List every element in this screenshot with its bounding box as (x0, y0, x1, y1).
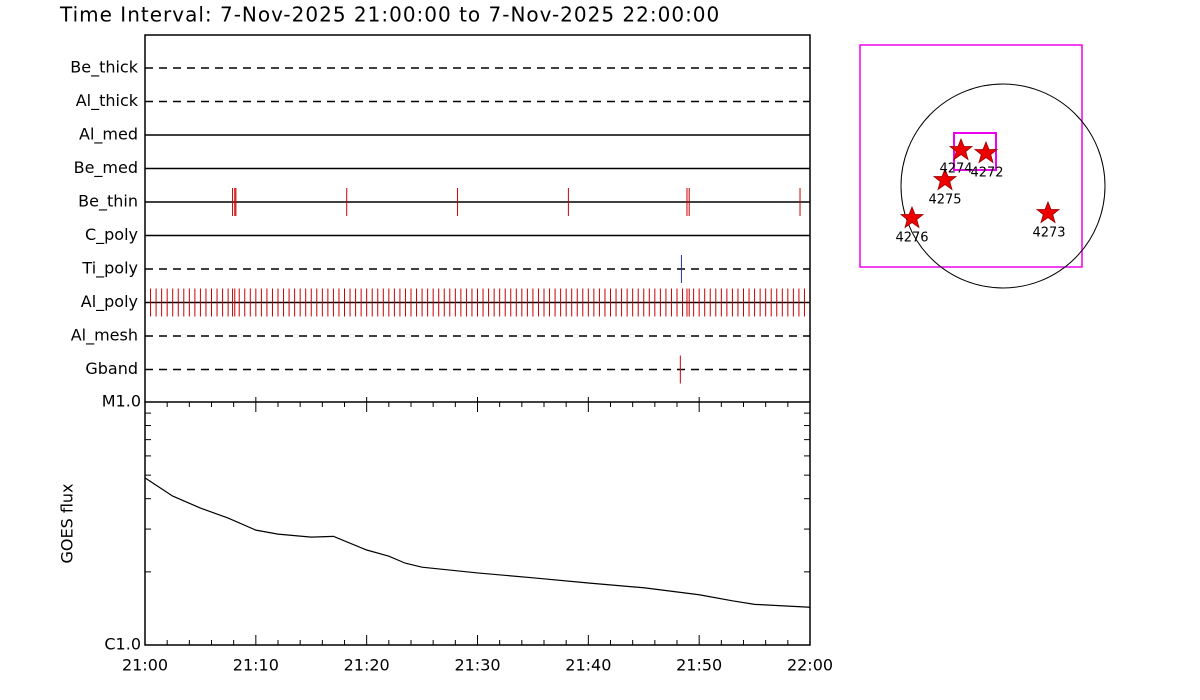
row-label: Be_thin (78, 192, 138, 212)
panel-frame (144, 34, 811, 402)
solar-limb (900, 83, 1106, 289)
field-of-view (859, 44, 1083, 268)
region-label: 4272 (970, 166, 1003, 181)
x-tick-label: 21:20 (344, 656, 390, 675)
x-tick-label: 21:10 (233, 656, 279, 675)
region-marker (974, 141, 998, 163)
row-label: Al_poly (81, 292, 138, 312)
x-tick-label: 22:00 (787, 656, 833, 675)
sun-map: 4274 4272 4275 4276 4273 (859, 44, 1106, 289)
row-label: Be_med (74, 158, 138, 178)
row-label: C_poly (85, 225, 138, 245)
region-label: 4275 (928, 193, 961, 208)
x-tick-label: 21:50 (676, 656, 722, 675)
y-tick-label: C1.0 (104, 635, 141, 654)
x-tick-label: 21:00 (122, 656, 168, 675)
row-label: Be_thick (70, 58, 138, 78)
y-tick-label: M1.0 (102, 392, 141, 411)
flux-line (144, 477, 811, 608)
x-tick-label: 21:40 (565, 656, 611, 675)
y-axis-label: GOES flux (58, 483, 77, 563)
row-label: Al_med (79, 125, 138, 145)
region-label: 4276 (895, 231, 928, 246)
region-label: 4274 (939, 162, 972, 177)
row-label: Al_thick (76, 91, 139, 111)
region-label: 4273 (1032, 226, 1065, 241)
title: Time Interval: 7-Nov-2025 21:00:00 to 7-… (59, 3, 720, 27)
row-label: Ti_poly (81, 259, 138, 279)
x-tick-label: 21:30 (454, 656, 500, 675)
row-label: Gband (85, 359, 138, 378)
panel-frame (144, 401, 811, 646)
row-label: Al_mesh (71, 326, 138, 346)
region-marker (1036, 201, 1060, 223)
pointing-box (953, 132, 997, 171)
